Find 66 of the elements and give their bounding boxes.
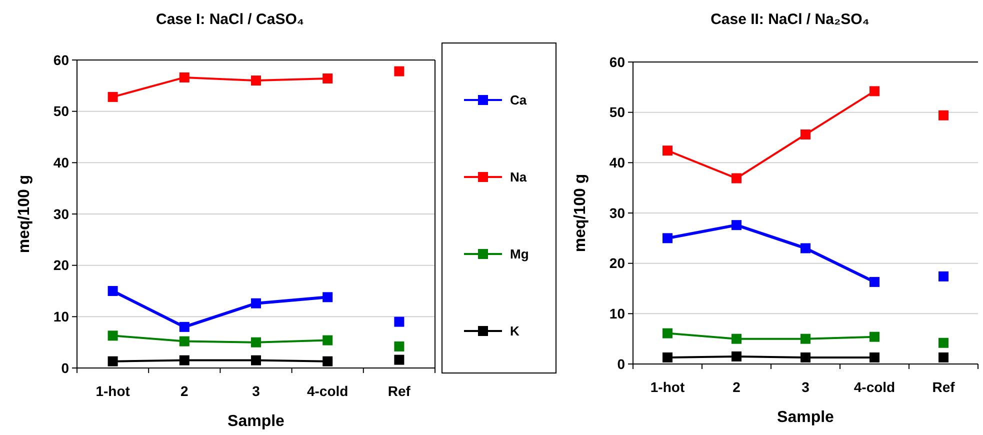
x-tick-label: 2 (732, 379, 741, 395)
y-tick-label: 10 (609, 306, 626, 322)
point (870, 332, 880, 342)
y-tick-label: 30 (609, 204, 626, 221)
legend-label: K (510, 324, 520, 339)
legend-label: Mg (510, 246, 529, 262)
chart-title: Case I: NaCl / CaSO₄ (156, 11, 304, 28)
y-tick-label: 60 (53, 52, 70, 68)
x-tick-label: 4-cold (854, 379, 896, 395)
chart-title: Case II: NaCl / Na₂SO₄ (710, 11, 870, 28)
point (800, 352, 810, 362)
x-axis-title: Sample (228, 413, 285, 430)
point (251, 337, 261, 348)
point (108, 92, 118, 102)
y-tick-label: 20 (53, 257, 70, 274)
point (251, 76, 261, 86)
point (179, 355, 190, 366)
x-tick-label: 4-cold (306, 383, 348, 399)
x-tick-label: 1-hot (650, 379, 685, 395)
point (322, 73, 333, 84)
point (251, 298, 261, 308)
y-tick-label: 0 (61, 360, 70, 376)
point (662, 328, 672, 338)
y-axis-title: meq/100 g (572, 174, 589, 252)
y-tick-label: 40 (53, 154, 70, 171)
point (870, 86, 880, 96)
x-tick-label: Ref (388, 383, 411, 399)
point (662, 146, 672, 156)
y-tick-label: 40 (609, 154, 626, 171)
point (108, 356, 118, 366)
point (800, 243, 810, 254)
point (662, 352, 672, 362)
point (800, 129, 810, 140)
point (870, 352, 880, 362)
y-tick-label: 20 (609, 255, 626, 272)
point (179, 72, 190, 82)
y-axis-title: meq/100 g (16, 174, 33, 254)
point (662, 233, 672, 244)
point (732, 173, 742, 184)
point (108, 330, 118, 341)
point (870, 276, 880, 287)
point (322, 292, 333, 302)
legend-label: Na (510, 170, 528, 185)
y-tick-label: 50 (53, 103, 70, 120)
x-axis-title: Sample (777, 409, 834, 426)
y-tick-label: 30 (53, 206, 70, 222)
y-tick-label: 50 (609, 104, 626, 120)
x-tick-label: Ref (932, 379, 956, 395)
y-tick-label: 0 (617, 356, 626, 372)
point (251, 355, 261, 366)
point (322, 335, 333, 346)
point (800, 334, 810, 344)
point (108, 286, 118, 296)
x-tick-label: 2 (180, 383, 188, 399)
x-tick-label: 3 (802, 379, 810, 395)
point (179, 322, 190, 332)
point (732, 351, 742, 362)
point (732, 334, 742, 344)
point (322, 356, 333, 366)
legend-label: Ca (510, 92, 528, 108)
y-tick-label: 10 (53, 308, 70, 325)
x-tick-label: 3 (252, 383, 260, 399)
point (179, 336, 190, 346)
x-tick-label: 1-hot (96, 383, 130, 399)
y-tick-label: 60 (609, 54, 626, 70)
point (732, 220, 742, 230)
